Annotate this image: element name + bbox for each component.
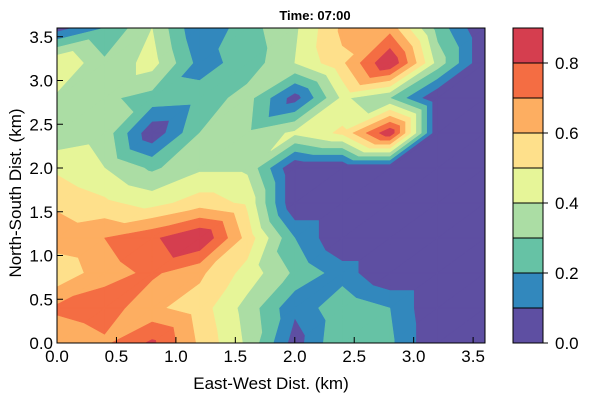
colorbar-swatch xyxy=(513,273,543,308)
y-tick-label: 1.5 xyxy=(29,203,53,222)
colorbar-tick-label: 0.0 xyxy=(555,334,579,353)
x-axis: 0.0 0.5 1.0 1.5 2.0 2.5 3.0 3.5 xyxy=(45,337,485,366)
colorbar-tick-label: 0.6 xyxy=(555,124,579,143)
y-tick-label: 3.5 xyxy=(29,28,53,47)
colorbar-swatch xyxy=(513,308,543,343)
y-tick-label: 0.5 xyxy=(29,290,53,309)
chart-title: Time: 07:00 xyxy=(279,8,350,23)
y-tick-label: 2.5 xyxy=(29,115,53,134)
x-axis-label: East-West Dist. (km) xyxy=(193,374,349,393)
x-tick-label: 1.5 xyxy=(224,347,248,366)
y-axis: 0.0 0.5 1.0 1.5 2.0 2.5 3.0 3.5 xyxy=(29,28,63,353)
x-tick-label: 0.0 xyxy=(45,347,69,366)
y-tick-label: 1.0 xyxy=(29,247,53,266)
x-tick-label: 3.5 xyxy=(461,347,485,366)
colorbar-tick-label: 0.8 xyxy=(555,54,579,73)
y-tick-label: 0.0 xyxy=(29,334,53,353)
y-tick-label: 2.0 xyxy=(29,159,53,178)
colorbar-swatch xyxy=(513,63,543,98)
colorbar: 0.0 0.2 0.4 0.6 0.8 xyxy=(512,27,579,353)
colorbar-swatch xyxy=(513,168,543,203)
x-tick-label: 2.0 xyxy=(283,347,307,366)
colorbar-tick-label: 0.4 xyxy=(555,194,579,213)
colorbar-swatch xyxy=(513,133,543,168)
y-axis-label: North-South Dist. (km) xyxy=(6,108,25,277)
y-tick-label: 3.0 xyxy=(29,72,53,91)
contour-fill xyxy=(57,28,485,343)
colorbar-swatch xyxy=(513,238,543,273)
x-tick-label: 2.5 xyxy=(342,347,366,366)
colorbar-frame xyxy=(512,27,544,344)
colorbar-tick-label: 0.2 xyxy=(555,264,579,283)
colorbar-swatch xyxy=(513,98,543,133)
contour-band-8 xyxy=(145,48,399,343)
x-tick-label: 1.0 xyxy=(164,347,188,366)
colorbar-swatch xyxy=(513,28,543,63)
colorbar-swatch xyxy=(513,203,543,238)
x-tick-label: 3.0 xyxy=(402,347,426,366)
plot-frame xyxy=(56,27,486,344)
x-tick-label: 0.5 xyxy=(105,347,129,366)
